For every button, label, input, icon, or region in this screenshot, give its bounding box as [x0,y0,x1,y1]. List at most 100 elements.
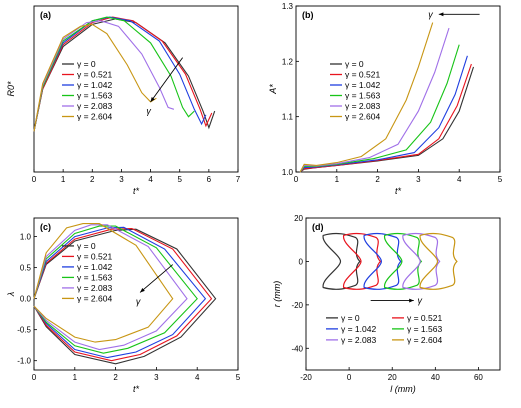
x-tick-label: 4 [457,175,462,184]
arrow-label: γ [428,9,433,19]
y-axis-label: r (mm) [272,281,282,308]
arrow-head [438,12,444,17]
x-axis-label: l (mm) [390,384,416,394]
series-line [33,227,213,362]
series-line [33,23,157,132]
x-tick-label: 1 [73,373,78,382]
legend-label: γ = 1.042 [77,262,112,272]
y-axis-label: A* [268,84,278,95]
gamma-arrow: γ [370,296,423,306]
x-tick-label: 5 [498,175,503,184]
y-tick-label: 1.3 [282,2,294,11]
legend-label: γ = 1.042 [341,324,376,334]
series-line [299,63,472,173]
legend-label: γ = 2.083 [341,335,376,345]
panel-d: -20 0 20 40 60 -40 -20 0 20 (d) l (mm) r (mm) γ γ = 0… [272,214,501,394]
y-tick-label: 0 [299,257,304,266]
series-line [299,44,460,173]
series-line [33,16,213,132]
x-tick-label: 2 [375,175,380,184]
x-tick-label: 0 [294,175,299,184]
x-tick-label: 2 [113,373,118,382]
y-tick-label: 1.2 [282,57,294,66]
x-axis-label: t* [395,186,402,196]
legend-label: γ = 2.083 [77,283,112,293]
x-tick-label: 1 [335,175,340,184]
legend-label: γ = 0.521 [345,70,380,80]
x-tick-label: 3 [416,175,421,184]
x-tick-label: 6 [207,175,212,184]
plot-frame [295,5,501,173]
series-line [299,55,468,173]
x-tick-label: 40 [431,373,440,382]
y-tick-label: 0.0 [20,295,32,304]
profile-outline [322,232,361,290]
panel-b: 0 1 2 3 4 5 1.0 1.1 1.2 1.3 (b) t* A* γ γ = 0γ = 0.521… [268,2,503,196]
legend-label: γ = 2.604 [77,293,112,303]
x-tick-label: 5 [177,175,182,184]
x-tick-label: 2 [90,175,95,184]
y-tick-label: 0.5 [20,264,32,273]
panel-label: (d) [312,222,324,232]
gamma-arrow: γ [428,9,480,19]
plot-frame [33,5,239,173]
y-tick-label: -20 [291,301,303,310]
series-line [33,226,207,359]
x-tick-label: 5 [236,373,241,382]
series-line [33,223,174,343]
x-tick-label: 0 [32,373,37,382]
x-tick-label: 7 [236,175,241,184]
arrow-head [150,97,155,102]
series-line [33,16,195,132]
panel-label: (a) [40,10,51,20]
profile-outline [363,232,402,290]
y-axis-label: R0* [6,81,16,97]
x-tick-label: 0 [32,175,37,184]
profile-outline [384,232,423,290]
legend-label: γ = 0 [77,241,96,251]
profile-outline [343,232,382,290]
legend-label: γ = 2.604 [77,112,112,122]
panel-c: 0 1 2 3 4 5 -1.0 -0.5 0.0 0.5 1.0 (c) t* λ γ γ = 0γ = 0… [6,217,241,394]
panel-label: (b) [302,10,314,20]
plot-frame [305,217,501,371]
legend-label: γ = 0.521 [77,251,112,261]
arrow-label: γ [146,106,151,116]
legend-label: γ = 2.604 [407,335,442,345]
series-line [299,27,450,173]
gamma-arrow: γ [146,57,183,116]
x-tick-label: -20 [300,373,312,382]
x-tick-label: 20 [388,373,397,382]
arrow-label: γ [418,296,423,306]
y-tick-label: 1.0 [282,168,294,177]
y-tick-label: 1.1 [282,113,294,122]
legend-label: γ = 0 [77,59,96,69]
legend-label: γ = 0 [345,59,364,69]
arrow-shaft [139,264,174,293]
series-line [299,22,434,173]
series-line [33,228,217,365]
legend-label: γ = 1.042 [345,80,380,90]
legend-label: γ = 1.563 [407,324,442,334]
y-axis-label: λ [6,292,16,297]
x-tick-label: 3 [154,373,159,382]
arrow-head [140,287,145,293]
panel-label: (c) [40,222,51,232]
legend-label: γ = 2.083 [77,101,112,111]
x-axis-label: t* [133,384,140,394]
series-line [33,20,175,132]
series-line [33,16,207,132]
series-line [33,225,198,354]
legend-label: γ = 1.042 [77,80,112,90]
legend-label: γ = 0.521 [77,70,112,80]
legend-label: γ = 2.083 [345,101,380,111]
y-tick-label: 1.0 [20,233,32,242]
arrow-label: γ [136,296,141,306]
x-tick-label: 4 [195,373,200,382]
legend-label: γ = 1.563 [345,91,380,101]
